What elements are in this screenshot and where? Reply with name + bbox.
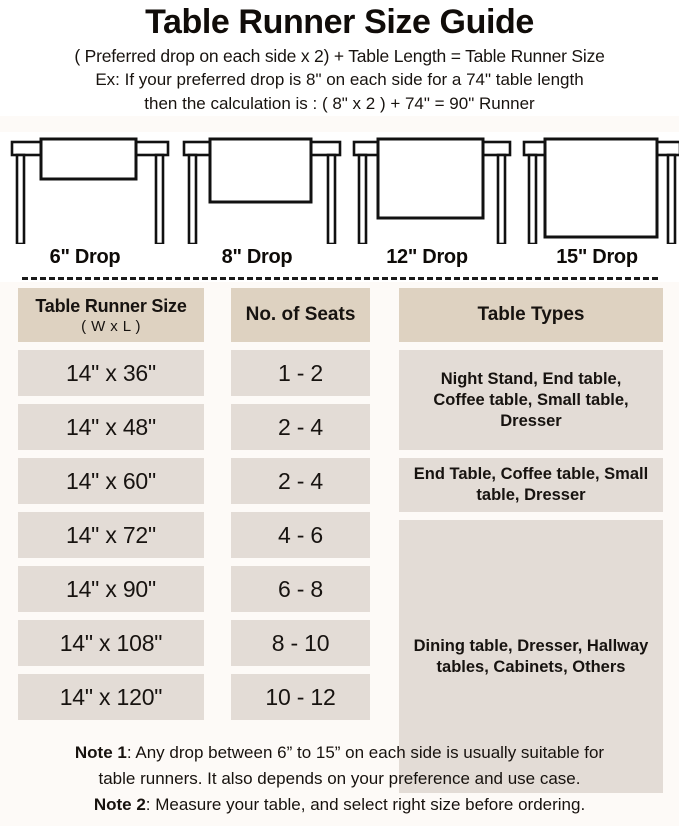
table-row: 8 - 10 xyxy=(231,620,370,666)
note-2-text: : Measure your table, and select right s… xyxy=(145,795,586,814)
note-1-line-2: table runners. It also depends on your p… xyxy=(98,769,581,788)
table-diagram-12in xyxy=(342,132,512,244)
table-svg-8in xyxy=(182,137,342,244)
table-row: 14" x 72" xyxy=(18,512,204,558)
table-diagram-15in xyxy=(512,132,679,244)
note-2-line: Note 2: Measure your table, and select r… xyxy=(0,792,679,818)
header-runner-size: Table Runner Size ( W x L ) xyxy=(18,288,204,342)
table-svg-6in xyxy=(10,137,170,244)
example-line-2: then the calculation is : ( 8" x 2 ) + 7… xyxy=(144,94,535,113)
table-diagram-8in xyxy=(172,132,342,244)
header-runner-size-main: Table Runner Size xyxy=(35,295,187,316)
table-row: 2 - 4 xyxy=(231,404,370,450)
table-row: Dining table, Dresser, Hallway tables, C… xyxy=(399,520,663,793)
table-row: Night Stand, End table, Coffee table, Sm… xyxy=(399,350,663,450)
table-row: 1 - 2 xyxy=(231,350,370,396)
page-title: Table Runner Size Guide xyxy=(145,3,534,41)
drop-label-6in: 6" Drop xyxy=(49,246,121,268)
header-runner-size-sub: ( W x L ) xyxy=(81,317,141,335)
table-row: End Table, Coffee table, Small table, Dr… xyxy=(399,458,663,512)
table-diagram-6in xyxy=(0,132,170,244)
table-row: 2 - 4 xyxy=(231,458,370,504)
table-row: 14" x 120" xyxy=(18,674,204,720)
dashed-divider xyxy=(22,277,658,280)
notes-block: Note 1: Any drop between 6” to 15” on ea… xyxy=(0,740,679,818)
column-seats: No. of Seats 1 - 2 2 - 4 2 - 4 4 - 6 6 -… xyxy=(231,288,370,728)
table-row: 14" x 90" xyxy=(18,566,204,612)
drop-label-15in: 15" Drop xyxy=(556,246,638,268)
header-table-types: Table Types xyxy=(399,288,663,342)
table-row: 14" x 48" xyxy=(18,404,204,450)
size-table: Table Runner Size ( W x L ) 14" x 36" 14… xyxy=(0,288,679,793)
drop-label-8in: 8" Drop xyxy=(221,246,293,268)
column-table-types: Table Types Night Stand, End table, Coff… xyxy=(399,288,663,801)
drop-labels-row: 6" Drop 8" Drop 12" Drop 15" Drop xyxy=(0,246,679,272)
table-row: 4 - 6 xyxy=(231,512,370,558)
note-1-label: Note 1 xyxy=(74,743,127,762)
table-row: 14" x 60" xyxy=(18,458,204,504)
header-seats: No. of Seats xyxy=(231,288,370,342)
table-row: 10 - 12 xyxy=(231,674,370,720)
table-svg-15in xyxy=(522,137,679,244)
note-1-text-1: : Any drop between 6” to 15” on each sid… xyxy=(126,743,605,762)
table-diagrams xyxy=(0,132,679,282)
table-row: 14" x 108" xyxy=(18,620,204,666)
table-row: 14" x 36" xyxy=(18,350,204,396)
note-1-line-1: Note 1: Any drop between 6” to 15” on ea… xyxy=(0,740,679,766)
header-block: Table Runner Size Guide ( Preferred drop… xyxy=(0,0,679,116)
drop-label-12in: 12" Drop xyxy=(386,246,468,268)
example-line-1: Ex: If your preferred drop is 8" on each… xyxy=(95,70,584,89)
table-row: 6 - 8 xyxy=(231,566,370,612)
note-2-label: Note 2 xyxy=(93,795,146,814)
formula-text: ( Preferred drop on each side x 2) + Tab… xyxy=(74,46,605,66)
table-svg-12in xyxy=(352,137,512,244)
column-runner-size: Table Runner Size ( W x L ) 14" x 36" 14… xyxy=(18,288,204,728)
